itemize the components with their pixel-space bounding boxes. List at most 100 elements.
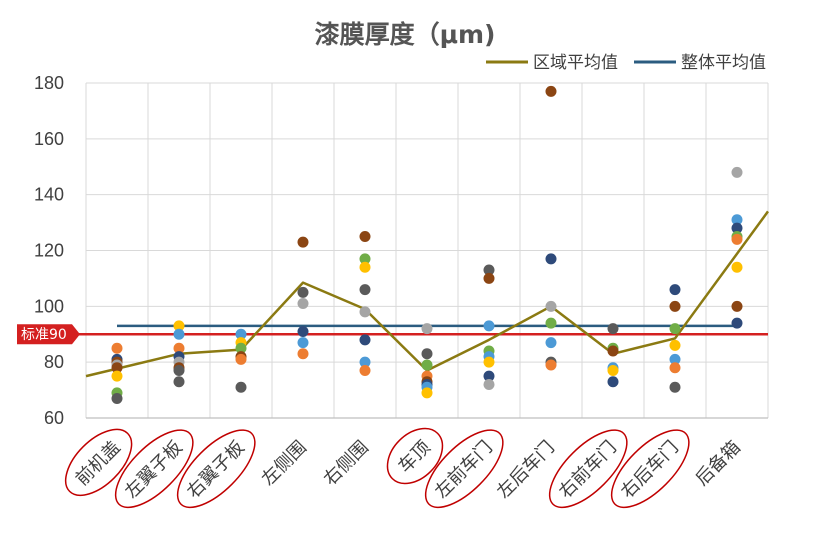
x-tick-group: 左侧围 xyxy=(258,437,311,490)
gridlines xyxy=(85,82,769,419)
x-tick-group: 右前车门 xyxy=(548,429,628,509)
data-points xyxy=(111,85,743,404)
x-tick-label: 前机盖 xyxy=(72,437,125,490)
reference-line-group: 标准90 xyxy=(17,324,768,345)
x-tick-label: 左前车门 xyxy=(431,437,497,503)
data-point xyxy=(483,320,495,332)
data-point xyxy=(607,345,619,357)
data-point xyxy=(731,261,743,273)
data-point xyxy=(607,376,619,388)
data-point xyxy=(545,300,557,312)
data-point xyxy=(669,381,681,393)
x-tick-label: 后备箱 xyxy=(692,437,745,490)
data-point xyxy=(421,359,433,371)
data-point xyxy=(297,348,309,360)
data-point xyxy=(173,320,185,332)
x-tick-highlight-ellipse xyxy=(548,429,628,509)
y-tick-label: 80 xyxy=(44,352,64,372)
data-point xyxy=(359,365,371,377)
data-point xyxy=(669,284,681,296)
data-point xyxy=(731,317,743,329)
data-point xyxy=(483,272,495,284)
data-point xyxy=(607,365,619,377)
x-tick-highlight-ellipse xyxy=(386,427,444,485)
data-point xyxy=(669,300,681,312)
data-point xyxy=(111,392,123,404)
data-point xyxy=(359,284,371,296)
data-point xyxy=(669,353,681,365)
data-point xyxy=(173,376,185,388)
data-point xyxy=(111,342,123,354)
x-tick-group: 右后车门 xyxy=(610,429,690,509)
reference-line-badge xyxy=(17,324,80,345)
data-point xyxy=(421,348,433,360)
x-tick-group: 右翼子板 xyxy=(176,429,256,509)
data-point xyxy=(297,337,309,349)
x-tick-group: 左翼子板 xyxy=(114,429,194,509)
data-point xyxy=(545,317,557,329)
data-point xyxy=(731,222,743,234)
data-point xyxy=(173,365,185,377)
data-point xyxy=(173,328,185,340)
x-tick-label: 左侧围 xyxy=(258,437,311,490)
data-point xyxy=(359,306,371,318)
data-point xyxy=(111,362,123,374)
data-point xyxy=(731,233,743,245)
data-point xyxy=(731,214,743,226)
data-point xyxy=(111,370,123,382)
data-point xyxy=(483,379,495,390)
legend: 区域平均值 整体平均值 xyxy=(486,53,766,73)
x-tick-group: 后备箱 xyxy=(692,437,745,490)
y-tick-label: 60 xyxy=(44,408,64,428)
x-tick-label: 右侧围 xyxy=(320,437,373,490)
data-point xyxy=(669,362,681,374)
legend-label-regional-average: 区域平均值 xyxy=(533,53,618,73)
data-point xyxy=(731,166,743,178)
data-point xyxy=(669,339,681,351)
data-point xyxy=(297,298,309,310)
data-point xyxy=(731,300,743,312)
data-point xyxy=(297,325,309,337)
data-point xyxy=(173,342,185,354)
y-axis-ticks: 60 80 100 120 140 160 180 xyxy=(34,73,64,428)
data-point xyxy=(483,370,495,382)
data-point xyxy=(359,253,371,265)
data-point xyxy=(359,261,371,273)
x-tick-highlight-ellipse xyxy=(114,429,194,509)
data-point xyxy=(421,323,433,335)
data-point xyxy=(235,381,247,393)
x-tick-highlight-ellipse xyxy=(64,428,133,497)
x-tick-label: 车顶 xyxy=(394,437,434,477)
reference-line-label: 标准90 xyxy=(21,327,67,343)
chart-title: 漆膜厚度（μm) xyxy=(315,20,496,49)
y-tick-label: 160 xyxy=(34,129,64,149)
x-tick-highlight-ellipse xyxy=(610,429,690,509)
y-tick-label: 100 xyxy=(34,296,64,316)
data-point xyxy=(421,387,433,399)
data-point xyxy=(297,236,309,248)
data-point xyxy=(483,356,495,368)
x-tick-highlight-ellipse xyxy=(176,429,256,509)
x-tick-highlight-ellipse xyxy=(424,429,504,509)
data-point xyxy=(483,264,495,276)
data-point xyxy=(235,353,247,365)
data-point xyxy=(297,286,309,298)
data-point xyxy=(235,342,247,354)
data-point xyxy=(359,334,371,346)
data-point xyxy=(545,85,557,97)
data-point xyxy=(359,356,371,368)
data-point xyxy=(607,323,619,335)
data-point xyxy=(545,337,557,349)
legend-label-overall-average: 整体平均值 xyxy=(681,53,766,73)
y-tick-label: 140 xyxy=(34,185,64,205)
y-tick-label: 180 xyxy=(34,73,64,93)
data-point xyxy=(235,328,247,340)
data-point xyxy=(359,231,371,243)
data-point xyxy=(545,253,557,265)
data-point xyxy=(669,323,681,335)
x-tick-group: 左前车门 xyxy=(424,429,504,509)
series-line-regional-average xyxy=(85,210,770,378)
x-tick-group: 右侧围 xyxy=(320,437,373,490)
